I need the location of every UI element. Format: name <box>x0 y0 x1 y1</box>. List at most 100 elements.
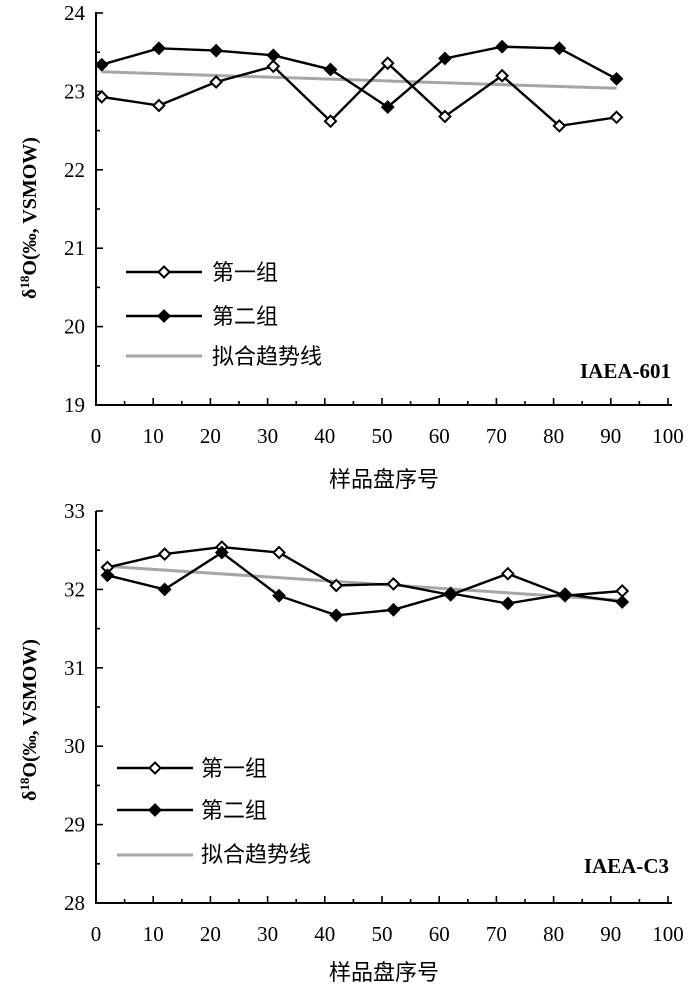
x-tick-label: 70 <box>486 424 507 448</box>
x-tick-label: 0 <box>91 424 102 448</box>
series-line-1 <box>107 545 623 597</box>
legend-filled-diamond-marker <box>148 803 162 817</box>
y-axis-label-superscript: 18 <box>17 777 32 791</box>
data-point-filled-diamond <box>100 568 115 583</box>
x-tick-label: 50 <box>372 424 393 448</box>
series-layer <box>100 540 630 623</box>
y-tick-label: 29 <box>64 813 85 837</box>
data-point-filled-diamond <box>552 41 567 56</box>
data-point-filled-diamond <box>329 608 344 623</box>
series-line-1 <box>101 61 617 128</box>
data-point-open-diamond <box>500 566 515 581</box>
data-point-open-diamond <box>329 578 344 593</box>
legend-item: 第二组 <box>117 799 267 824</box>
x-tick-label: 60 <box>429 424 450 448</box>
data-point-open-diamond <box>438 109 452 124</box>
legend-open-diamond-marker <box>157 265 171 279</box>
data-point-open-diamond <box>157 547 172 562</box>
y-tick-label: 20 <box>64 315 85 339</box>
legend-item: 第二组 <box>126 305 278 330</box>
legend-filled-diamond-marker <box>157 309 171 323</box>
data-point-filled-diamond <box>214 545 229 560</box>
sample-tag: IAEA-601 <box>580 359 671 383</box>
series-line-2 <box>107 551 623 617</box>
y-tick-label: 33 <box>64 499 85 523</box>
data-point-filled-diamond <box>380 100 395 114</box>
x-tick-label: 50 <box>372 922 393 946</box>
x-tick-label: 90 <box>600 424 621 448</box>
data-point-filled-diamond <box>272 588 286 603</box>
data-point-filled-diamond <box>152 41 166 56</box>
data-point-open-diamond <box>152 98 166 113</box>
x-tick-label: 20 <box>200 424 221 448</box>
x-tick-label: 40 <box>314 922 335 946</box>
y-tick-label: 24 <box>64 1 86 25</box>
y-axis-label: δ18O(‰, VSMOW) <box>17 137 41 299</box>
legend-label: 第二组 <box>201 799 267 824</box>
y-tick-label: 21 <box>64 236 85 260</box>
legend-label: 第一组 <box>212 261 278 286</box>
y-tick-label: 32 <box>64 577 85 601</box>
data-point-open-diamond <box>272 545 286 560</box>
legend-open-diamond-marker <box>148 761 162 775</box>
data-point-filled-diamond <box>615 595 630 609</box>
x-tick-label: 30 <box>257 922 278 946</box>
y-tick-label: 22 <box>64 158 85 182</box>
data-point-open-diamond <box>386 576 401 591</box>
x-tick-label: 80 <box>543 424 564 448</box>
data-point-filled-diamond <box>609 71 624 86</box>
data-point-filled-diamond <box>266 48 281 63</box>
data-point-open-diamond <box>380 56 395 71</box>
legend-label: 第二组 <box>212 305 278 330</box>
chart-panel-iaea-c3: 0 10 20 30 40 50 60 70 80 90 100 28 29 30 31 32 33 样品盘序号… <box>17 499 684 986</box>
y-axis-label-superscript: 18 <box>17 275 32 289</box>
data-point-open-diamond <box>615 584 630 598</box>
legend-item: 第一组 <box>126 261 278 286</box>
y-tick-label: 30 <box>64 734 85 758</box>
data-point-open-diamond <box>552 118 567 133</box>
data-point-filled-diamond <box>495 39 510 54</box>
data-point-filled-diamond <box>157 582 172 597</box>
data-point-filled-diamond <box>323 62 338 77</box>
x-axis-label: 样品盘序号 <box>329 961 439 986</box>
x-tick-label: 70 <box>486 922 507 946</box>
y-tick-label: 28 <box>64 891 85 915</box>
sample-tag: IAEA-C3 <box>584 854 669 878</box>
x-axis-label: 样品盘序号 <box>329 468 439 493</box>
legend-item: 第一组 <box>117 757 267 782</box>
data-point-open-diamond <box>94 89 109 104</box>
legend: 第一组 第二组 拟合趋势线 <box>126 261 322 370</box>
data-point-open-diamond <box>266 59 281 74</box>
data-point-filled-diamond <box>558 587 572 602</box>
data-point-filled-diamond <box>386 602 401 617</box>
legend-item: 拟合趋势线 <box>126 345 322 370</box>
data-point-open-diamond <box>609 110 624 125</box>
x-tick-label: 90 <box>600 922 621 946</box>
y-axis-label-symbol: δ <box>19 289 41 299</box>
y-tick-label: 19 <box>64 393 85 417</box>
y-axis-label: δ18O(‰, VSMOW) <box>17 639 41 801</box>
x-tick-label: 40 <box>314 424 335 448</box>
x-tick-label: 60 <box>429 922 450 946</box>
y-axis-label-symbol: δ <box>19 791 41 801</box>
legend-label: 第一组 <box>201 757 267 782</box>
x-tick-label: 10 <box>143 922 164 946</box>
data-point-open-diamond <box>495 68 510 83</box>
series-layer <box>94 39 624 133</box>
legend-label: 拟合趋势线 <box>212 345 322 370</box>
legend-item: 拟合趋势线 <box>117 843 311 868</box>
trendline <box>101 564 623 602</box>
x-tick-label: 30 <box>257 424 278 448</box>
data-point-filled-diamond <box>438 51 452 66</box>
chart-panel-iaea-601: 0 10 20 30 40 50 60 70 80 90 100 19 20 21 22 23 24 样品盘序号… <box>17 1 684 493</box>
data-point-open-diamond <box>209 75 224 89</box>
y-axis-label-rest: O(‰, VSMOW) <box>19 137 41 276</box>
tick-layer: 0 10 20 30 40 50 60 70 80 90 100 19 20 21 22 23 24 <box>64 1 684 448</box>
x-tick-label: 100 <box>652 922 684 946</box>
y-tick-label: 31 <box>64 656 85 680</box>
x-tick-label: 100 <box>652 424 684 448</box>
tick-layer: 0 10 20 30 40 50 60 70 80 90 100 28 29 30 31 32 33 <box>64 499 684 946</box>
trendline <box>101 70 617 90</box>
x-tick-label: 80 <box>543 922 564 946</box>
